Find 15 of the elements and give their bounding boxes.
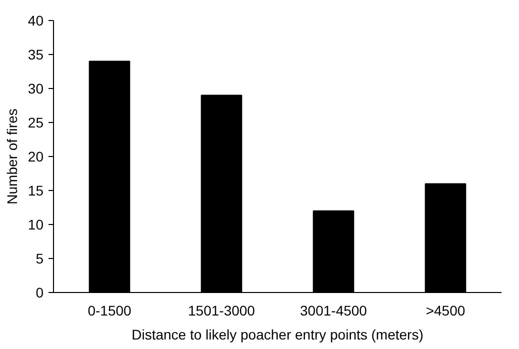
y-tick-label: 5 bbox=[36, 250, 44, 266]
y-axis-title: Number of fires bbox=[4, 108, 20, 204]
x-tick-label: 1501-3000 bbox=[188, 302, 256, 318]
y-tick-label: 35 bbox=[28, 46, 44, 62]
y-tick-label: 20 bbox=[28, 148, 44, 164]
x-axis-title: Distance to likely poacher entry points (meters) bbox=[132, 326, 424, 342]
y-tick-label: 40 bbox=[28, 12, 44, 28]
y-tick-label: 10 bbox=[28, 216, 44, 232]
y-tick-label: 0 bbox=[36, 284, 44, 300]
y-tick-label: 25 bbox=[28, 114, 44, 130]
y-tick-label: 30 bbox=[28, 80, 44, 96]
x-tick-label: 0-1500 bbox=[88, 302, 132, 318]
x-tick-label: 3001-4500 bbox=[300, 302, 368, 318]
x-tick-label: >4500 bbox=[426, 302, 466, 318]
y-tick-label: 15 bbox=[28, 182, 44, 198]
